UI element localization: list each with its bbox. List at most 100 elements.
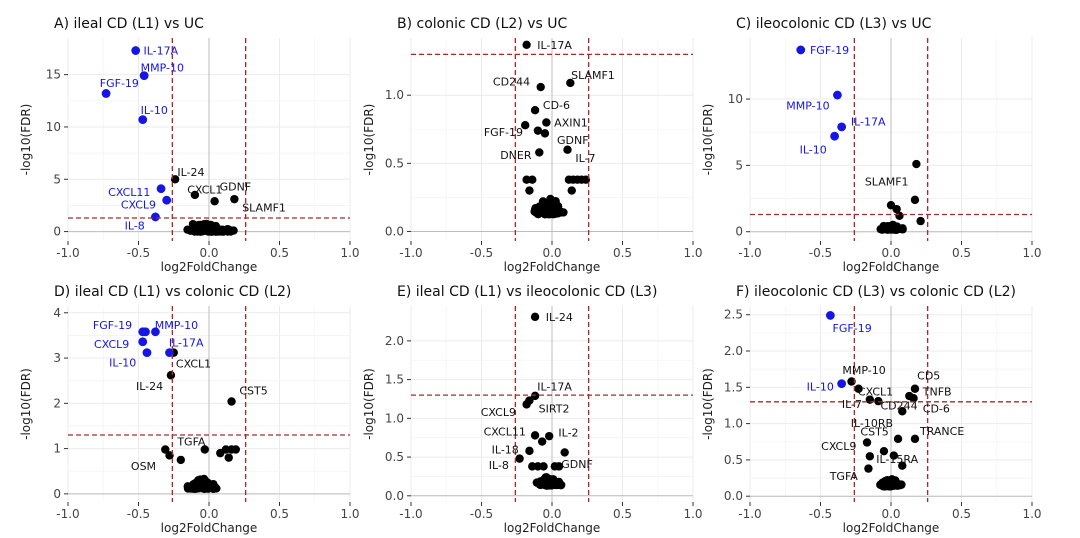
y-tick-label: 0 bbox=[735, 225, 743, 239]
data-point bbox=[581, 175, 591, 184]
x-tick-label: 1.0 bbox=[683, 507, 702, 521]
data-point-labeled bbox=[533, 126, 543, 135]
point-label: IL-15RA bbox=[876, 453, 918, 466]
data-point bbox=[194, 477, 203, 487]
x-tick-label: 0.5 bbox=[613, 507, 632, 521]
data-point-labeled bbox=[530, 106, 540, 115]
x-tick-label: 0.5 bbox=[952, 507, 971, 521]
point-label: IL-10RB bbox=[851, 417, 893, 430]
point-label: CD-6 bbox=[543, 99, 570, 112]
data-point-highlight bbox=[162, 195, 172, 205]
x-tick-label: 1.0 bbox=[1022, 246, 1041, 260]
data-point bbox=[544, 209, 553, 218]
point-label: IL-17A bbox=[537, 381, 572, 394]
point-label: IL-18 bbox=[492, 443, 519, 456]
x-tick-label: -0.5 bbox=[127, 507, 150, 521]
data-point-highlight bbox=[825, 311, 835, 320]
y-tick-label: 0.5 bbox=[724, 453, 743, 467]
data-point-labeled bbox=[536, 82, 545, 92]
panel-5: IL-24 IL-17A CXCL9 SIRT2 CXCL11 IL-2 IL-18 IL-8… bbox=[362, 284, 703, 535]
x-axis-label: log2FoldChange bbox=[843, 260, 940, 274]
data-point-labeled bbox=[847, 377, 856, 386]
point-label: CXCL9 bbox=[481, 406, 516, 419]
data-point-labeled bbox=[912, 159, 921, 169]
y-tick-label: 5 bbox=[735, 158, 743, 172]
panel-title: F) ileocolonic CD (L3) vs colonic CD (L2… bbox=[736, 284, 1016, 300]
data-point-labeled bbox=[522, 40, 531, 50]
x-axis-label: log2FoldChange bbox=[504, 260, 601, 274]
y-tick-label: 0.0 bbox=[724, 489, 743, 503]
point-label-highlight: CXCL9 bbox=[121, 198, 156, 211]
point-label: CXCL1 bbox=[858, 386, 893, 399]
data-point-labeled bbox=[865, 452, 875, 461]
data-point-highlight bbox=[101, 89, 111, 98]
data-point-labeled bbox=[544, 431, 554, 441]
point-label: CD244 bbox=[880, 399, 917, 412]
point-label-highlight: IL-8 bbox=[125, 219, 145, 232]
panel-title: A) ileal CD (L1) vs UC bbox=[54, 16, 204, 32]
data-point-labeled bbox=[563, 145, 572, 154]
data-point-labeled bbox=[525, 396, 534, 405]
data-point bbox=[567, 186, 576, 195]
point-label: CD-6 bbox=[923, 402, 950, 415]
data-point-highlight bbox=[138, 337, 148, 347]
data-point bbox=[889, 451, 899, 460]
x-tick-label: -0.5 bbox=[809, 246, 832, 260]
y-tick-label: 1.0 bbox=[724, 417, 743, 431]
data-point-highlight bbox=[142, 348, 152, 358]
point-label-highlight: CXCL11 bbox=[108, 186, 150, 199]
data-point-labeled bbox=[566, 78, 575, 88]
point-label: IL-7 bbox=[842, 398, 862, 411]
y-tick-label: 0.0 bbox=[385, 224, 404, 238]
point-label-highlight: IL-17A bbox=[144, 45, 179, 58]
point-label: CST5 bbox=[860, 426, 888, 439]
data-point-labeled bbox=[854, 384, 863, 393]
x-tick-label: 0.0 bbox=[881, 507, 900, 521]
point-label: IL-24 bbox=[546, 311, 573, 324]
panel-3: SLAMF1 FGF-19 MMP-10 IL-17A IL-10 -1.0 -0.5 0.0… bbox=[701, 16, 1042, 274]
y-axis-label: -log10(FDR) bbox=[701, 104, 715, 176]
data-point bbox=[895, 211, 904, 220]
y-tick-label: 2.0 bbox=[385, 334, 404, 348]
data-point-highlight bbox=[138, 115, 148, 125]
x-tick-label: 1.0 bbox=[683, 246, 702, 260]
data-point-highlight bbox=[131, 46, 141, 55]
data-point-labeled bbox=[862, 438, 872, 447]
point-label: IL-17A bbox=[537, 39, 572, 52]
data-point bbox=[892, 222, 902, 231]
data-point-highlight bbox=[139, 71, 149, 81]
data-point-highlight bbox=[837, 379, 847, 389]
x-tick-label: 0.5 bbox=[270, 246, 289, 260]
point-label: CD244 bbox=[493, 76, 530, 89]
y-axis-label: -log10(FDR) bbox=[19, 368, 33, 440]
y-tick-label: 2.5 bbox=[724, 308, 743, 322]
point-label: IL-2 bbox=[558, 426, 578, 439]
x-tick-label: 0.0 bbox=[199, 507, 218, 521]
data-point-labeled bbox=[542, 118, 551, 127]
point-label: MMP-10 bbox=[842, 364, 885, 377]
data-point-highlight bbox=[151, 327, 160, 337]
x-axis-label: log2FoldChange bbox=[843, 521, 940, 535]
data-point-labeled bbox=[909, 393, 918, 403]
point-label-highlight: FGF-19 bbox=[833, 322, 872, 335]
y-axis-label: -log10(FDR) bbox=[362, 368, 376, 440]
data-point bbox=[555, 207, 564, 216]
y-tick-label: 0.5 bbox=[385, 450, 404, 464]
data-point-labeled bbox=[161, 445, 170, 454]
x-tick-label: 0.0 bbox=[542, 507, 561, 521]
data-point bbox=[535, 478, 545, 487]
point-label-highlight: FGF-19 bbox=[100, 77, 139, 90]
data-point bbox=[556, 480, 566, 490]
x-axis-label: log2FoldChange bbox=[161, 260, 258, 274]
point-label: SLAMF1 bbox=[865, 175, 909, 188]
point-label: GDNF bbox=[561, 458, 593, 471]
data-point bbox=[200, 478, 210, 487]
point-label: CXCL1 bbox=[176, 357, 211, 370]
data-point-labeled bbox=[893, 434, 903, 444]
point-label: TNFB bbox=[922, 386, 952, 399]
data-point-labeled bbox=[210, 197, 219, 206]
point-label: TGFA bbox=[176, 435, 206, 448]
y-tick-label: 0.5 bbox=[385, 156, 404, 170]
panel-4: CXCL1 IL-24 CST5 TGFA OSM FGF-19 MMP-10 CXCL9 IL… bbox=[19, 284, 360, 535]
data-point bbox=[528, 175, 537, 184]
